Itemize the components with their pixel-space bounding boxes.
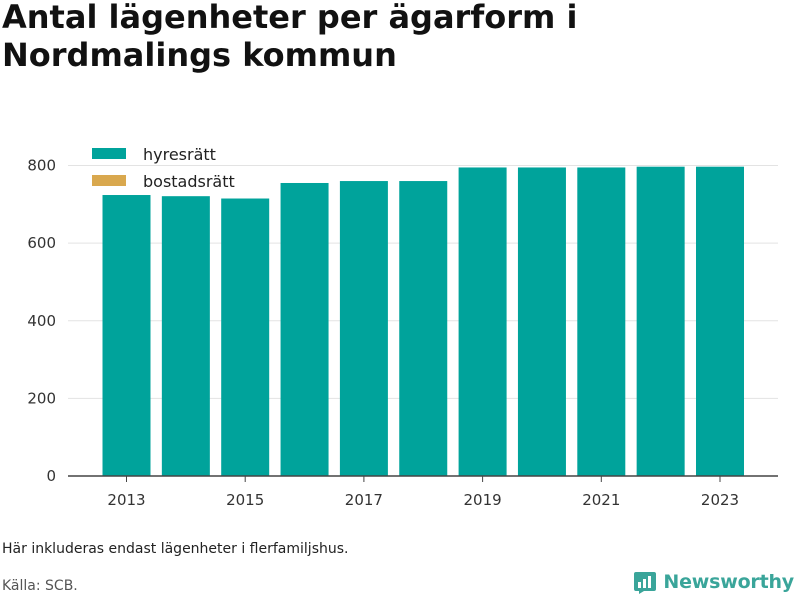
y-tick-label: 800 (27, 157, 56, 175)
bar-hyresratt-2017 (339, 181, 388, 477)
newsworthy-logo-icon (634, 572, 657, 594)
x-tick-label: 2019 (464, 491, 502, 509)
x-tick-labels: 2013 2015 2017 2019 2021 2023 (107, 476, 739, 509)
bar-hyresratt-2019 (458, 167, 507, 476)
brand-name: Newsworthy (663, 571, 794, 593)
bars (102, 166, 744, 477)
x-tick-label: 2015 (226, 491, 264, 509)
y-tick-label: 600 (27, 234, 56, 252)
x-tick-label: 2013 (107, 491, 145, 509)
x-tick-label: 2023 (701, 491, 739, 509)
chart-title: Antal lägenheter per ägarform i Nordmali… (2, 0, 578, 74)
brand-logo: Newsworthy (633, 570, 794, 594)
x-tick-label: 2017 (345, 491, 383, 509)
bar-hyresratt-2013 (102, 195, 151, 476)
bar-hyresratt-2014 (161, 196, 210, 476)
source-note: Källa: SCB. (2, 578, 78, 594)
y-tick-label: 400 (27, 312, 56, 330)
bar-hyresratt-2020 (517, 167, 566, 476)
bar-hyresratt-2015 (221, 198, 270, 476)
legend-label-hyresratt: hyresrätt (143, 145, 216, 164)
legend-swatch-hyresratt (92, 148, 126, 159)
bar-hyresratt-2021 (577, 167, 626, 476)
bar-hyresratt-2023 (696, 166, 744, 476)
bar-hyresratt-2016 (280, 182, 329, 476)
legend-label-bostadsratt: bostadsrätt (143, 172, 235, 191)
footnote: Här inkluderas endast lägenheter i flerf… (2, 541, 349, 557)
y-tick-label: 0 (46, 467, 56, 485)
legend-swatch-bostadsratt (92, 175, 126, 186)
bar-hyresratt-2018 (399, 181, 448, 477)
bar-hyresratt-2022 (636, 166, 685, 476)
bar-chart: 0 200 400 600 800 2013 2015 2017 2019 2021 2023 h… (27, 145, 778, 509)
y-tick-label: 200 (27, 389, 56, 407)
x-tick-label: 2021 (582, 491, 620, 509)
y-tick-labels: 0 200 400 600 800 (27, 157, 56, 485)
legend: hyresrätt bostadsrätt (92, 145, 235, 191)
